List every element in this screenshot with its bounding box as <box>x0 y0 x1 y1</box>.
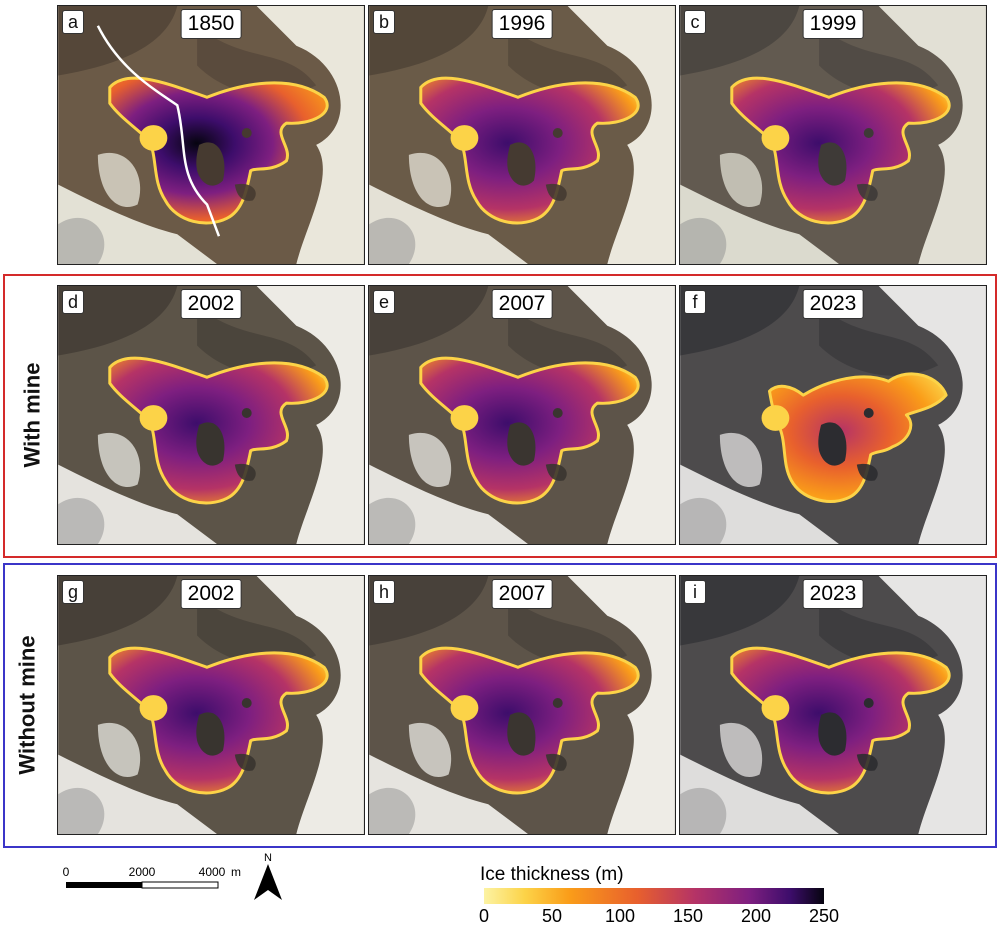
satellite-image <box>680 286 986 544</box>
with-mine-label: With mine <box>19 362 45 468</box>
panel-letter: e <box>373 290 395 314</box>
colorbar-tick: 150 <box>672 906 704 926</box>
panel-letter: a <box>62 10 84 34</box>
panel-letter: b <box>373 10 395 34</box>
satellite-image <box>58 576 364 834</box>
panel-year: 2002 <box>180 579 242 609</box>
panel-year: 2007 <box>491 579 553 609</box>
panel-e: e 2007 <box>368 285 676 545</box>
panel-b: b 1996 <box>368 5 676 265</box>
scale-tick-0: 0 <box>63 865 70 879</box>
panel-year: 2002 <box>180 289 242 319</box>
panel-year: 2023 <box>802 289 864 319</box>
colorbar-tick: 250 <box>808 906 840 926</box>
panel-year: 2023 <box>802 579 864 609</box>
without-mine-group <box>3 563 997 848</box>
panel-h: h 2007 <box>368 575 676 835</box>
colorbar <box>484 888 824 904</box>
scale-bar-white-segment <box>141 881 219 889</box>
legend-title: Ice thickness (m) <box>480 864 624 885</box>
panel-year: 1999 <box>802 9 864 39</box>
north-arrow: N <box>254 852 282 900</box>
panel-c: c 1999 <box>679 5 987 265</box>
with-mine-group <box>3 274 997 558</box>
satellite-image <box>680 6 986 264</box>
panel-letter: c <box>684 10 706 34</box>
north-arrow-icon <box>254 864 282 900</box>
panel-f: f 2023 <box>679 285 987 545</box>
satellite-image <box>369 576 675 834</box>
satellite-image <box>680 576 986 834</box>
scale-tick-4000: 4000 <box>199 865 226 879</box>
satellite-image <box>369 286 675 544</box>
scale-tick-2000: 2000 <box>129 865 156 879</box>
panel-letter: d <box>62 290 84 314</box>
panel-i: i 2023 <box>679 575 987 835</box>
panel-letter: h <box>373 580 395 604</box>
panel-year: 1996 <box>491 9 553 39</box>
panel-letter: i <box>684 580 706 604</box>
panel-year: 2007 <box>491 289 553 319</box>
north-label: N <box>264 852 272 864</box>
satellite-image <box>58 6 364 264</box>
panel-year: 1850 <box>180 9 242 39</box>
satellite-image <box>58 286 364 544</box>
colorbar-tick: 0 <box>478 906 490 926</box>
colorbar-tick: 100 <box>604 906 636 926</box>
colorbar-tick: 200 <box>740 906 772 926</box>
panel-a: a 1850 <box>57 5 365 265</box>
satellite-image <box>369 6 675 264</box>
scale-bar-black-segment <box>66 882 142 888</box>
scale-bar: 0 2000 4000 m <box>63 865 241 889</box>
scale-unit: m <box>231 865 241 879</box>
panel-g: g 2002 <box>57 575 365 835</box>
panel-letter: f <box>684 290 706 314</box>
colorbar-tick: 50 <box>541 906 563 926</box>
without-mine-label: Without mine <box>14 635 40 775</box>
panel-d: d 2002 <box>57 285 365 545</box>
panel-letter: g <box>62 580 84 604</box>
